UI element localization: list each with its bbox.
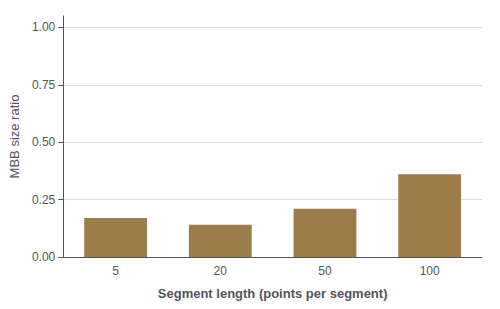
- svg-text:0.00: 0.00: [32, 250, 56, 264]
- svg-text:5: 5: [112, 264, 119, 278]
- svg-text:MBB size ratio: MBB size ratio: [7, 95, 22, 179]
- svg-text:50: 50: [318, 264, 332, 278]
- svg-text:0.75: 0.75: [32, 78, 56, 92]
- svg-text:100: 100: [420, 264, 440, 278]
- svg-text:0.25: 0.25: [32, 193, 56, 207]
- svg-text:20: 20: [214, 264, 228, 278]
- svg-text:0.50: 0.50: [32, 135, 56, 149]
- svg-text:Segment length (points per seg: Segment length (points per segment): [158, 286, 388, 301]
- svg-text:1.00: 1.00: [32, 20, 56, 34]
